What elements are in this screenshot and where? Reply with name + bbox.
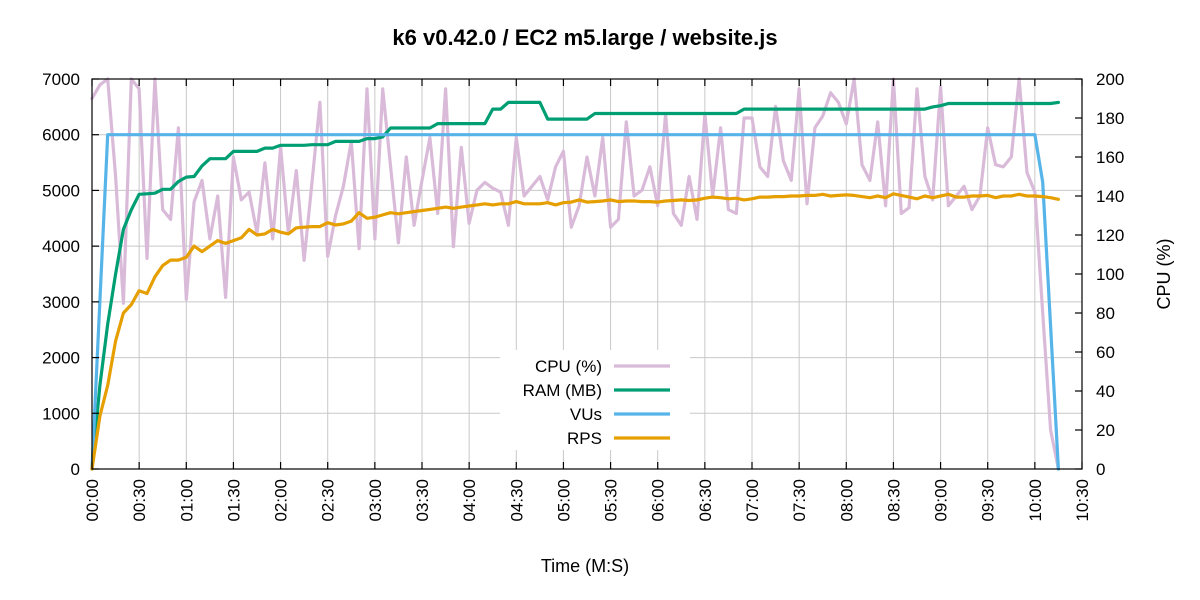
series-rps-line	[90, 192, 1061, 471]
y-tick-label: 6000	[42, 126, 80, 145]
x-tick-label: 05:00	[554, 479, 573, 522]
y-tick-label: 1000	[42, 404, 80, 423]
x-tick-label: 03:30	[413, 479, 432, 522]
y2-axis-ticks: 0 20 40 60 80 100 120 140 160 180 200	[1075, 70, 1124, 479]
x-tick-label: 01:00	[177, 479, 196, 522]
y2-tick-label: 60	[1096, 343, 1115, 362]
x-tick-label: 10:00	[1026, 479, 1045, 522]
chart-title: k6 v0.42.0 / EC2 m5.large / website.js	[392, 25, 777, 50]
y-tick-label: 5000	[42, 181, 80, 200]
y-tick-label: 4000	[42, 237, 80, 256]
x-tick-label: 07:00	[743, 479, 762, 522]
y2-tick-label: 160	[1096, 148, 1124, 167]
x-tick-label: 02:00	[272, 479, 291, 522]
x-tick-label: 08:00	[837, 479, 856, 522]
y2-tick-label: 40	[1096, 382, 1115, 401]
x-tick-label: 04:00	[460, 479, 479, 522]
grid	[92, 79, 1082, 469]
y2-tick-label: 80	[1096, 304, 1115, 323]
y-tick-label: 0	[71, 460, 80, 479]
series-vus-line	[90, 133, 1061, 471]
x-axis-label: Time (M:S)	[541, 556, 629, 576]
y2-tick-label: 120	[1096, 226, 1124, 245]
y-tick-label: 2000	[42, 349, 80, 368]
plot-series	[90, 77, 1061, 471]
x-axis-ticks: 00:00 00:30 01:00 01:30 02:00 02:30 03:00 03:30…	[83, 79, 1092, 522]
y-tick-label: 7000	[42, 70, 80, 89]
x-tick-label: 03:00	[366, 479, 385, 522]
x-tick-label: 06:30	[696, 479, 715, 522]
x-tick-label: 10:30	[1073, 479, 1092, 522]
x-tick-label: 00:30	[130, 479, 149, 522]
y2-tick-label: 100	[1096, 265, 1124, 284]
x-tick-label: 07:30	[790, 479, 809, 522]
series-ram-line	[90, 100, 1061, 471]
x-tick-label: 02:30	[319, 479, 338, 522]
legend-label: VUs	[570, 405, 602, 424]
y2-tick-label: 20	[1096, 421, 1115, 440]
legend-label: RPS	[567, 429, 602, 448]
y2-tick-label: 140	[1096, 187, 1124, 206]
x-tick-label: 04:30	[507, 479, 526, 522]
legend-label: CPU (%)	[535, 357, 602, 376]
y2-tick-label: 180	[1096, 109, 1124, 128]
x-tick-label: 09:30	[979, 479, 998, 522]
y-axis-ticks: 0 1000 2000 3000 4000 5000 6000 7000	[42, 70, 99, 479]
x-tick-label: 00:00	[83, 479, 102, 522]
x-tick-label: 08:30	[884, 479, 903, 522]
x-tick-label: 06:00	[649, 479, 668, 522]
series-cpu-line	[90, 77, 1061, 471]
y2-tick-label: 0	[1096, 460, 1105, 479]
x-tick-label: 01:30	[224, 479, 243, 522]
x-tick-label: 05:30	[602, 479, 621, 522]
y-tick-label: 3000	[42, 293, 80, 312]
legend: CPU (%) RAM (MB) VUs RPS	[500, 350, 690, 450]
y2-axis-label: CPU (%)	[1154, 239, 1174, 310]
legend-label: RAM (MB)	[523, 381, 602, 400]
x-tick-label: 09:00	[932, 479, 951, 522]
y2-tick-label: 200	[1096, 70, 1124, 89]
